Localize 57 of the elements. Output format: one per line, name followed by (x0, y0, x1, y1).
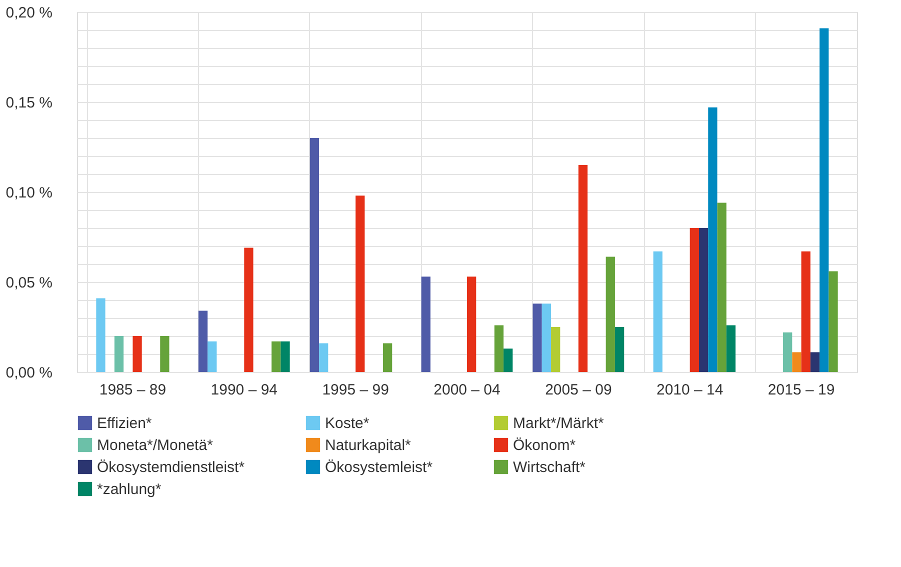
legend-label: Markt*/Märkt* (513, 415, 604, 432)
bar (114, 336, 124, 372)
bar (356, 196, 365, 372)
bar (820, 28, 829, 372)
legend-label: Ökonom* (513, 437, 576, 454)
bar (708, 107, 718, 372)
bar (198, 310, 208, 372)
x-tick-label: 1985 – 89 (99, 382, 166, 398)
x-tick-label: 2015 – 19 (768, 382, 835, 398)
bar (551, 327, 560, 372)
legend-label: *zahlung* (97, 481, 162, 498)
legend-label: Ökosystemleist* (325, 459, 433, 476)
bar (310, 138, 320, 372)
y-tick-label: 0,15 % (6, 94, 52, 112)
bar (132, 336, 142, 372)
bar (382, 343, 392, 372)
bar (578, 165, 588, 372)
bar (653, 251, 662, 372)
bar (726, 325, 736, 372)
y-tick-label: 0,20 % (6, 4, 52, 22)
legend-label: Naturkapital* (325, 437, 412, 454)
bar (319, 343, 328, 372)
bar (614, 327, 624, 372)
bar (280, 341, 290, 372)
bar (717, 202, 726, 372)
x-tick-label: 1990 – 94 (210, 382, 278, 398)
bar (467, 276, 476, 372)
bar (783, 332, 792, 372)
bar (810, 352, 820, 372)
bar (690, 228, 699, 372)
x-tick-label: 2005 – 09 (545, 382, 612, 398)
y-tick-label: 0,05 % (6, 274, 52, 292)
bar (494, 325, 504, 372)
bar (96, 298, 106, 372)
bar (504, 348, 513, 372)
legend-label: Effizien* (97, 415, 152, 432)
bar (801, 251, 810, 372)
bar (542, 304, 552, 372)
x-tick-label: 2000 – 04 (434, 382, 500, 398)
bar (828, 271, 838, 372)
bar (792, 352, 802, 372)
bar (698, 228, 708, 372)
legend-label: Ökosystemdienstleist* (97, 459, 245, 476)
legend-label: Koste* (325, 415, 370, 432)
x-tick-label: 1995 – 99 (322, 382, 389, 398)
y-tick-label: 0,10 % (6, 184, 52, 202)
bar (272, 341, 281, 372)
bar (208, 341, 217, 372)
bar (160, 336, 170, 372)
y-tick-label: 0,00 % (6, 364, 52, 382)
legend-label: Moneta*/Monetä* (97, 437, 214, 454)
bar (532, 304, 542, 372)
bar (421, 276, 430, 372)
bar (606, 256, 615, 372)
x-tick-label: 2010 – 14 (656, 382, 724, 398)
legend-label: Wirtschaft* (513, 459, 586, 476)
bar (244, 248, 254, 372)
